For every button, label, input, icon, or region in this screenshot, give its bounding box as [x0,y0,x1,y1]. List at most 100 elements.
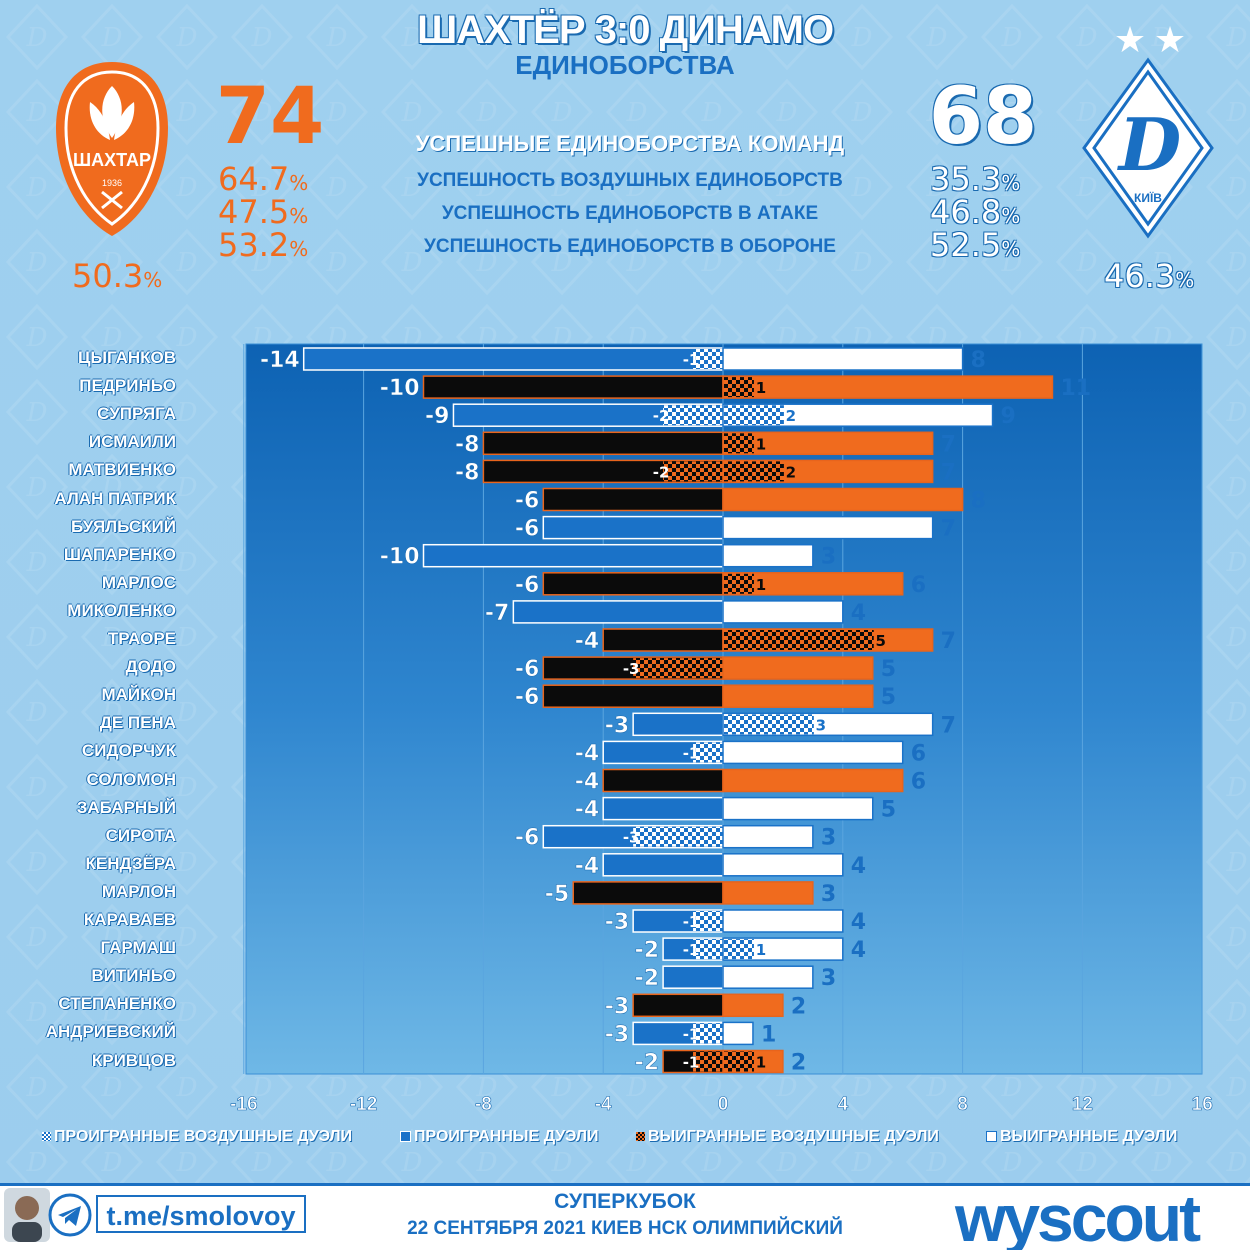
won-aerial-label: 5 [876,632,886,650]
won-value-label: 4 [851,938,866,963]
x-tick-label: 0 [718,1094,729,1115]
lost-duels-bar [542,515,724,540]
shakhtar-defense-pct: 53.2% [218,226,309,264]
metric-aerial-success: УСПЕШНОСТЬ ВОЗДУШНЫХ ЕДИНОБОРСТВ [417,170,843,191]
shakhtar-total-duels: 74 [215,72,325,162]
author-avatar [4,1188,50,1242]
lost-aerial-bar [663,461,723,482]
won-duels-bar [722,909,844,933]
lost-value-label: -6 [515,489,539,514]
lost-value-label: -4 [575,854,599,879]
player-name: ДЕ ПЕНА [99,713,176,733]
lost-aerial-label: -1 [683,1025,700,1043]
won-duels-bar [722,487,964,512]
lost-value-label: -6 [515,685,539,710]
shakhtar-attack-pct: 47.5% [218,193,309,231]
lost-duels-bar [542,684,724,708]
won-duels-bar [722,431,934,456]
lost-duels-bar [542,487,724,512]
won-value-label: 3 [821,966,836,991]
player-name: МАТВИЕНКО [68,460,176,480]
dynamo-total-duels: 68 [928,72,1038,162]
won-value-label: 7 [941,432,956,457]
won-aerial-label: 2 [786,407,796,425]
won-duels-bar [722,684,874,708]
won-aerial-bar [724,573,754,594]
lost-duels-bar [602,628,724,652]
lost-value-label: -9 [425,404,449,429]
won-value-label: 11 [1060,376,1091,401]
player-name: КЕНДЗЁРА [85,853,176,873]
won-aerial-bar [724,377,754,398]
dynamo-attack-pct: 46.8% [930,193,1021,231]
player-name: ИСМАИЛИ [88,432,176,452]
lost-value-label: -10 [380,376,420,401]
competition-name: СУПЕРКУБОК [554,1190,696,1213]
lost-duels-bar [512,600,724,624]
lost-duels-bar [422,543,724,568]
won-duels-bar [722,881,814,905]
player-name: ДОДО [125,657,176,677]
won-value-label: 6 [911,770,926,795]
lost-aerial-label: -1 [683,913,700,931]
lost-aerial-bar [693,742,723,763]
player-name: АЛАН ПАТРИК [54,488,176,508]
won-value-label: 7 [941,713,956,738]
won-value-label: 7 [941,517,956,542]
lost-duels-bar [632,712,724,737]
lost-value-label: -7 [485,601,509,626]
won-value-label: 9 [1001,404,1016,429]
won-duels-bar [722,347,964,371]
won-aerial-label: 2 [786,463,796,481]
match-date-venue: 22 СЕНТЯБРЯ 2021 КИЕВ НСК ОЛИМПИЙСКИЙ [407,1218,843,1239]
legend-lost-aerial: ПРОИГРАННЫЕ ВОЗДУШНЫЕ ДУЭЛИ [42,1128,352,1146]
player-name: СУПРЯГА [97,404,176,424]
player-name: ГАРМАШ [100,938,176,958]
lost-aerial-bar [693,1023,723,1044]
lost-value-label: -4 [575,770,599,795]
player-name: ВИТИНЬО [91,966,176,986]
page-subtitle: ЕДИНОБОРСТВА [515,50,735,80]
lost-aerial-bar [663,405,723,426]
won-duels-bar [722,1021,754,1046]
legend-won: ВЫИГРАННЫЕ ДУЭЛИ [986,1128,1177,1146]
telegram-icon[interactable] [48,1193,92,1237]
won-duels-bar [722,768,904,793]
lost-value-label: -4 [575,629,599,654]
won-aerial-bar [724,630,874,650]
won-value-label: 5 [881,685,896,710]
lost-value-label: -4 [575,741,599,766]
lost-value-label: -10 [380,545,420,570]
metric-team-success: УСПЕШНЫЕ ЕДИНОБОРСТВА КОМАНД [415,131,845,156]
won-duels-bar [722,515,934,540]
lost-value-label: -2 [635,966,659,991]
x-tick-label: -8 [475,1094,492,1115]
x-tick-label: -12 [350,1094,377,1115]
won-value-label: 5 [881,657,896,682]
lost-value-label: -6 [515,826,539,851]
won-duels-bar [722,543,814,568]
lost-aerial-bar [633,826,723,847]
lost-value-label: -2 [635,938,659,963]
lost-aerial-bar [633,658,723,679]
lost-aerial-label: -3 [623,660,640,678]
footer-divider [0,1183,1250,1186]
shakhtar-logo-year: 1936 [102,178,122,188]
lost-aerial-bar [693,939,723,960]
dynamo-defense-pct: 52.5% [930,226,1021,264]
won-aerial-label: 1 [756,379,766,397]
won-aerial-bar [724,1051,754,1072]
dynamo-aerial-pct: 35.3% [930,160,1021,198]
won-value-label: 4 [851,910,866,935]
lost-duels-bar [422,375,724,399]
telegram-channel-link[interactable]: t.me/smolovoy [96,1195,306,1233]
lost-aerial-label: -1 [683,1054,700,1072]
lost-duels-bar [602,796,724,821]
won-value-label: 7 [941,629,956,654]
won-value-label: 6 [911,741,926,766]
won-value-label: 3 [821,882,836,907]
page-title: ШАХТЁР 3:0 ДИНАМО [416,8,834,52]
won-value-label: 8 [971,348,986,373]
won-duels-bar [722,740,904,765]
